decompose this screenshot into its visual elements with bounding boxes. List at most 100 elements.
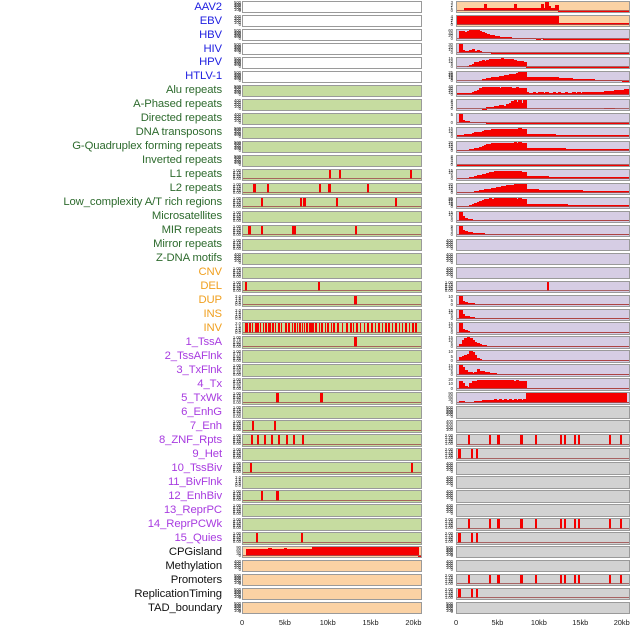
track-left-tad-boundary[interactable]	[242, 602, 422, 615]
track-baseline	[457, 401, 629, 403]
track-right-l1-repeats[interactable]	[456, 168, 630, 182]
track-left-cnv[interactable]	[242, 266, 422, 279]
track-right-hbv[interactable]	[456, 28, 630, 42]
track-right-3-txflnk[interactable]	[456, 364, 630, 377]
track-left-methylation[interactable]	[242, 560, 422, 573]
track-right-dup[interactable]	[456, 294, 630, 307]
track-right-directed-repeats[interactable]	[456, 112, 630, 126]
track-left-ebv[interactable]	[242, 14, 422, 28]
track-left-replicationtiming[interactable]	[242, 588, 422, 601]
track-left-6-enhg[interactable]	[242, 406, 422, 419]
track-left-hpv[interactable]	[242, 56, 422, 70]
track-right-aav2[interactable]	[456, 1, 630, 14]
track-left-htlv-1[interactable]	[242, 70, 422, 84]
y-tick-label: 1.00	[232, 433, 241, 439]
y-tick-label: 5	[450, 76, 453, 82]
track-right-13-reprpc[interactable]	[456, 504, 630, 517]
track-right-hpv[interactable]	[456, 56, 630, 70]
histogram-bar	[260, 548, 265, 557]
track-right-inv[interactable]	[456, 322, 630, 335]
track-right-hiv[interactable]	[456, 42, 630, 56]
track-right-ebv[interactable]	[456, 14, 630, 28]
track-left-13-reprpc[interactable]	[242, 504, 422, 517]
track-left-hbv[interactable]	[242, 28, 422, 42]
track-right-15-quies[interactable]	[456, 532, 630, 545]
track-left-3-txflnk[interactable]	[242, 364, 422, 377]
histogram-bar	[570, 22, 574, 26]
track-right-methylation[interactable]	[456, 560, 630, 573]
track-left-a-phased-repeats[interactable]	[242, 98, 422, 112]
track-right-5-txwk[interactable]	[456, 392, 630, 405]
track-left-directed-repeats[interactable]	[242, 112, 422, 126]
track-left-11-bivflnk[interactable]	[242, 476, 422, 489]
track-right-8-znf-rpts[interactable]	[456, 434, 630, 447]
track-right-ins[interactable]	[456, 308, 630, 321]
track-left-del[interactable]	[242, 280, 422, 293]
track-left-inverted-repeats[interactable]	[242, 154, 422, 168]
track-left-aav2[interactable]	[242, 1, 422, 14]
track-left-1-tssa[interactable]	[242, 336, 422, 349]
y-tick-label: 200	[446, 479, 453, 485]
track-right-dna-transposons[interactable]	[456, 126, 630, 140]
histogram-bar	[584, 78, 588, 82]
track-left-cpgisland[interactable]	[242, 546, 422, 559]
track-left-low-complexity-a-t-rich-regions[interactable]	[242, 196, 422, 210]
track-left-dna-transposons[interactable]	[242, 126, 422, 140]
track-right-inverted-repeats[interactable]	[456, 154, 630, 168]
track-right-11-bivflnk[interactable]	[456, 476, 630, 489]
track-right-a-phased-repeats[interactable]	[456, 98, 630, 112]
track-right-z-dna-motifs[interactable]	[456, 252, 630, 265]
track-left-2-tssaflnk[interactable]	[242, 350, 422, 363]
track-left-10-tssbiv[interactable]	[242, 462, 422, 475]
track-left-15-quies[interactable]	[242, 532, 422, 545]
track-left-l1-repeats[interactable]	[242, 168, 422, 182]
track-left-9-het[interactable]	[242, 448, 422, 461]
track-left-dup[interactable]	[242, 294, 422, 307]
track-right-replicationtiming[interactable]	[456, 588, 630, 601]
track-left-microsatellites[interactable]	[242, 210, 422, 224]
track-plot-area	[457, 351, 629, 361]
track-left-inv[interactable]	[242, 322, 422, 335]
track-left-hiv[interactable]	[242, 42, 422, 56]
track-left-g-quadruplex-forming-repeats[interactable]	[242, 140, 422, 154]
track-right-1-tssa[interactable]	[456, 336, 630, 349]
track-right-2-tssaflnk[interactable]	[456, 350, 630, 363]
histogram-bar	[498, 16, 502, 26]
track-left-12-enhbiv[interactable]	[242, 490, 422, 503]
track-right-microsatellites[interactable]	[456, 210, 630, 224]
track-left-5-txwk[interactable]	[242, 392, 422, 405]
track-right-7-enh[interactable]	[456, 420, 630, 433]
track-left-mirror-repeats[interactable]	[242, 238, 422, 251]
track-right-4-tx[interactable]	[456, 378, 630, 391]
track-right-mir-repeats[interactable]	[456, 224, 630, 237]
track-left-z-dna-motifs[interactable]	[242, 252, 422, 265]
track-right-htlv-1[interactable]	[456, 70, 630, 84]
track-left-alu-repeats[interactable]	[242, 84, 422, 98]
track-left-14-reprpcwk[interactable]	[242, 518, 422, 531]
track-right-10-tssbiv[interactable]	[456, 462, 630, 475]
track-right-promoters[interactable]	[456, 574, 630, 587]
y-tick-label: 100	[446, 257, 453, 263]
track-left-ins[interactable]	[242, 308, 422, 321]
track-left-promoters[interactable]	[242, 574, 422, 587]
track-left-4-tx[interactable]	[242, 378, 422, 391]
track-right-cnv[interactable]	[456, 266, 630, 279]
track-right-cpgisland[interactable]	[456, 546, 630, 559]
track-right-14-reprpcwk[interactable]	[456, 518, 630, 531]
track-right-l2-repeats[interactable]	[456, 182, 630, 196]
track-right-alu-repeats[interactable]	[456, 84, 630, 98]
track-right-del[interactable]	[456, 280, 630, 293]
y-tick-label: 0.5	[235, 299, 241, 305]
track-left-mir-repeats[interactable]	[242, 224, 422, 237]
track-left-8-znf-rpts[interactable]	[242, 434, 422, 447]
track-left-l2-repeats[interactable]	[242, 182, 422, 196]
track-right-tad-boundary[interactable]	[456, 602, 630, 615]
track-right-12-enhbiv[interactable]	[456, 490, 630, 503]
track-right-mirror-repeats[interactable]	[456, 238, 630, 251]
histogram-bar	[604, 91, 608, 96]
track-right-low-complexity-a-t-rich-regions[interactable]	[456, 196, 630, 210]
track-right-g-quadruplex-forming-repeats[interactable]	[456, 140, 630, 154]
track-right-6-enhg[interactable]	[456, 406, 630, 419]
track-right-9-het[interactable]	[456, 448, 630, 461]
track-left-7-enh[interactable]	[242, 420, 422, 433]
